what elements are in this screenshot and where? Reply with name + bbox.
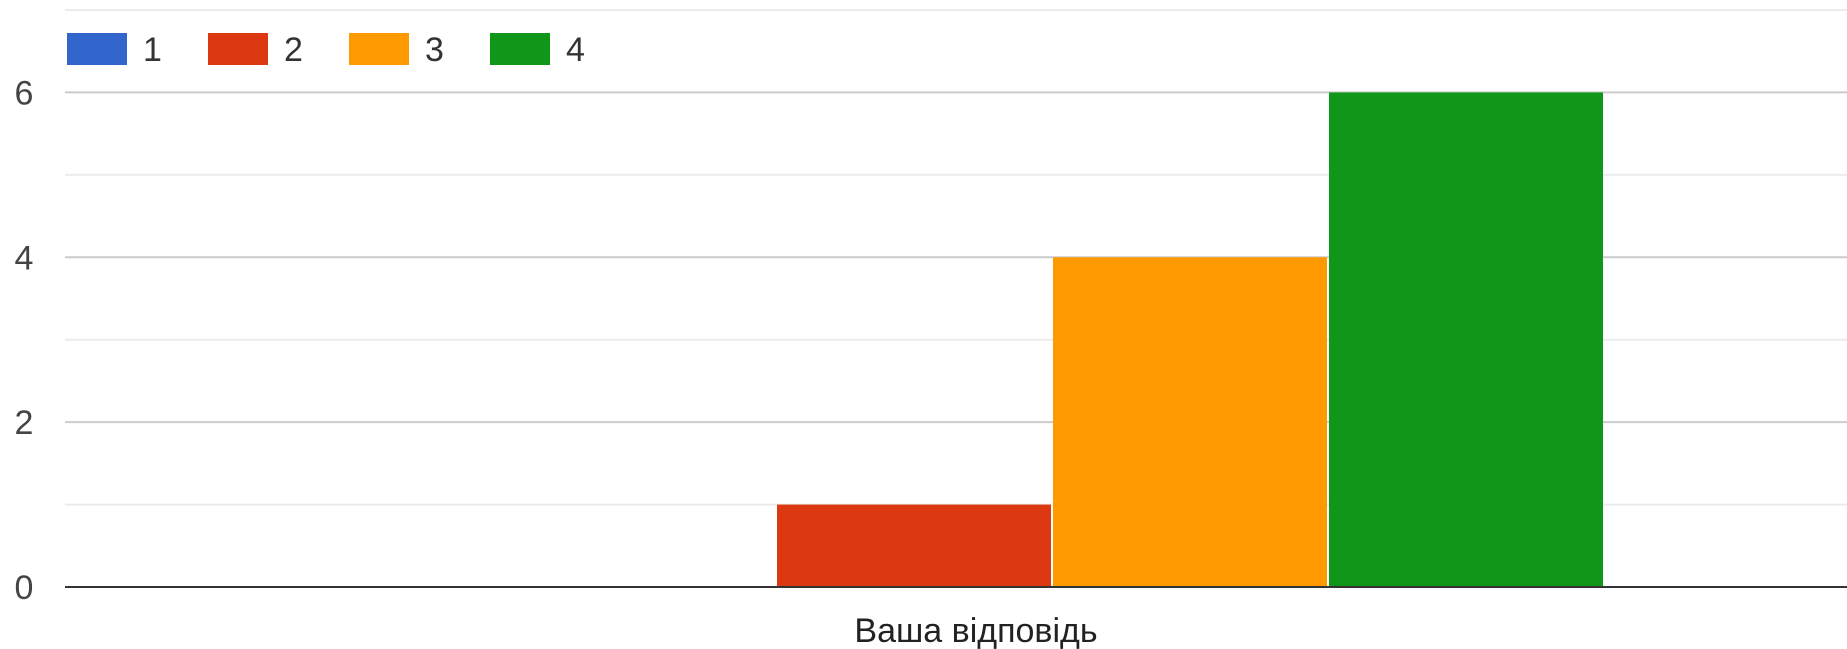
legend-swatch-3 (349, 33, 409, 65)
gridlines (65, 9, 1847, 506)
legend-label: 1 (143, 31, 162, 69)
x-axis-category-labels: Ваша відповідь (854, 612, 1097, 649)
bars (777, 92, 1603, 587)
bar-series-4 (1329, 92, 1603, 587)
legend-swatch-1 (67, 33, 127, 65)
y-tick-label: 6 (15, 74, 34, 112)
y-tick-label: 0 (15, 569, 34, 607)
bar-series-3 (1053, 257, 1327, 587)
legend-swatch-4 (490, 33, 550, 65)
y-tick-label: 4 (15, 239, 34, 277)
legend: 1 2 3 4 (67, 31, 585, 69)
legend-label: 2 (284, 31, 303, 69)
legend-label: 4 (566, 31, 585, 69)
legend-swatch-2 (208, 33, 268, 65)
legend-label: 3 (425, 31, 444, 69)
y-axis-tick-labels: 0 2 4 6 (15, 74, 34, 607)
y-tick-label: 2 (15, 404, 34, 442)
bar-series-2 (777, 504, 1051, 587)
x-category-label: Ваша відповідь (854, 612, 1097, 649)
